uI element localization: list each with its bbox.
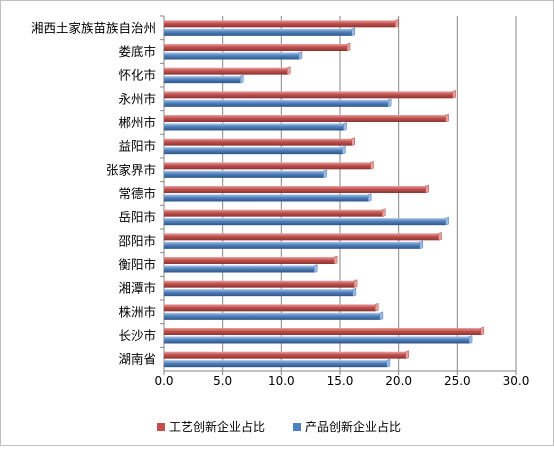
- x-tick-label: 0.0: [154, 374, 173, 388]
- legend-label-product: 产品创新企业占比: [305, 419, 401, 434]
- bar-product: [164, 240, 424, 250]
- bar-process: [164, 326, 485, 336]
- legend-swatch-process: [157, 423, 165, 431]
- x-tick-label: 10.0: [268, 374, 295, 388]
- category-label: 常德市: [118, 186, 156, 201]
- category-label: 邵阳市: [118, 233, 156, 248]
- x-tick-label: 5.0: [213, 374, 232, 388]
- bar-process: [164, 255, 338, 265]
- bar-product: [164, 216, 449, 226]
- legend-swatch-product: [293, 423, 301, 431]
- axes: [160, 15, 517, 375]
- bar-product: [164, 287, 357, 297]
- bar-process: [164, 208, 386, 218]
- bar-product: [164, 122, 347, 131]
- category-label: 娄底市: [118, 44, 156, 59]
- bar-process: [164, 231, 442, 241]
- bar-process: [164, 18, 399, 28]
- bar-product: [164, 145, 346, 155]
- category-label: 岳阳市: [118, 210, 156, 225]
- category-label: 长沙市: [118, 328, 156, 343]
- bar-product: [164, 98, 392, 108]
- bar-process: [164, 66, 291, 76]
- bar-product: [164, 193, 372, 202]
- gridlines: [222, 16, 517, 371]
- category-label: 郴州市: [118, 115, 156, 130]
- category-label: 湖南省: [118, 352, 156, 367]
- category-label: 益阳市: [118, 139, 156, 154]
- bar-product: [164, 311, 384, 321]
- category-labels: 湘西土家族苗族自治州娄底市怀化市永州市郴州市益阳市张家界市常德市岳阳市邵阳市衡阳…: [31, 20, 156, 366]
- category-label: 永州市: [118, 91, 156, 106]
- category-label: 株洲市: [118, 304, 156, 319]
- bar-process: [164, 279, 358, 289]
- bars: [164, 18, 485, 368]
- bar-product: [164, 169, 327, 179]
- bar-process: [164, 113, 449, 123]
- category-label: 怀化市: [118, 68, 156, 83]
- bar-process: [164, 160, 374, 170]
- bar-product: [164, 358, 391, 368]
- bar-process: [164, 184, 429, 194]
- category-label: 张家界市: [106, 162, 156, 177]
- bar-product: [164, 335, 473, 344]
- legend-label-process: 工艺创新企业占比: [169, 419, 265, 434]
- bar-process: [164, 350, 409, 360]
- bar-process: [164, 89, 456, 99]
- bar-product: [164, 74, 244, 84]
- bar-process: [164, 302, 379, 312]
- x-tick-label: 15.0: [327, 374, 354, 388]
- x-tick-label: 25.0: [444, 374, 471, 388]
- category-label: 衡阳市: [118, 257, 156, 272]
- x-tick-label: 30.0: [503, 374, 530, 388]
- bar-product: [164, 264, 318, 273]
- bar-product: [164, 51, 303, 60]
- bar-process: [164, 42, 351, 52]
- bar-process: [164, 137, 355, 147]
- x-tick-label: 20.0: [385, 374, 412, 388]
- category-label: 湘潭市: [118, 281, 156, 296]
- category-label: 湘西土家族苗族自治州: [31, 20, 156, 35]
- legend: 工艺创新企业占比 产品创新企业占比: [157, 419, 401, 434]
- bar-product: [164, 27, 355, 37]
- x-tick-labels: 0.0 5.0 10.0 15.0 20.0 25.0 30.0: [154, 374, 529, 388]
